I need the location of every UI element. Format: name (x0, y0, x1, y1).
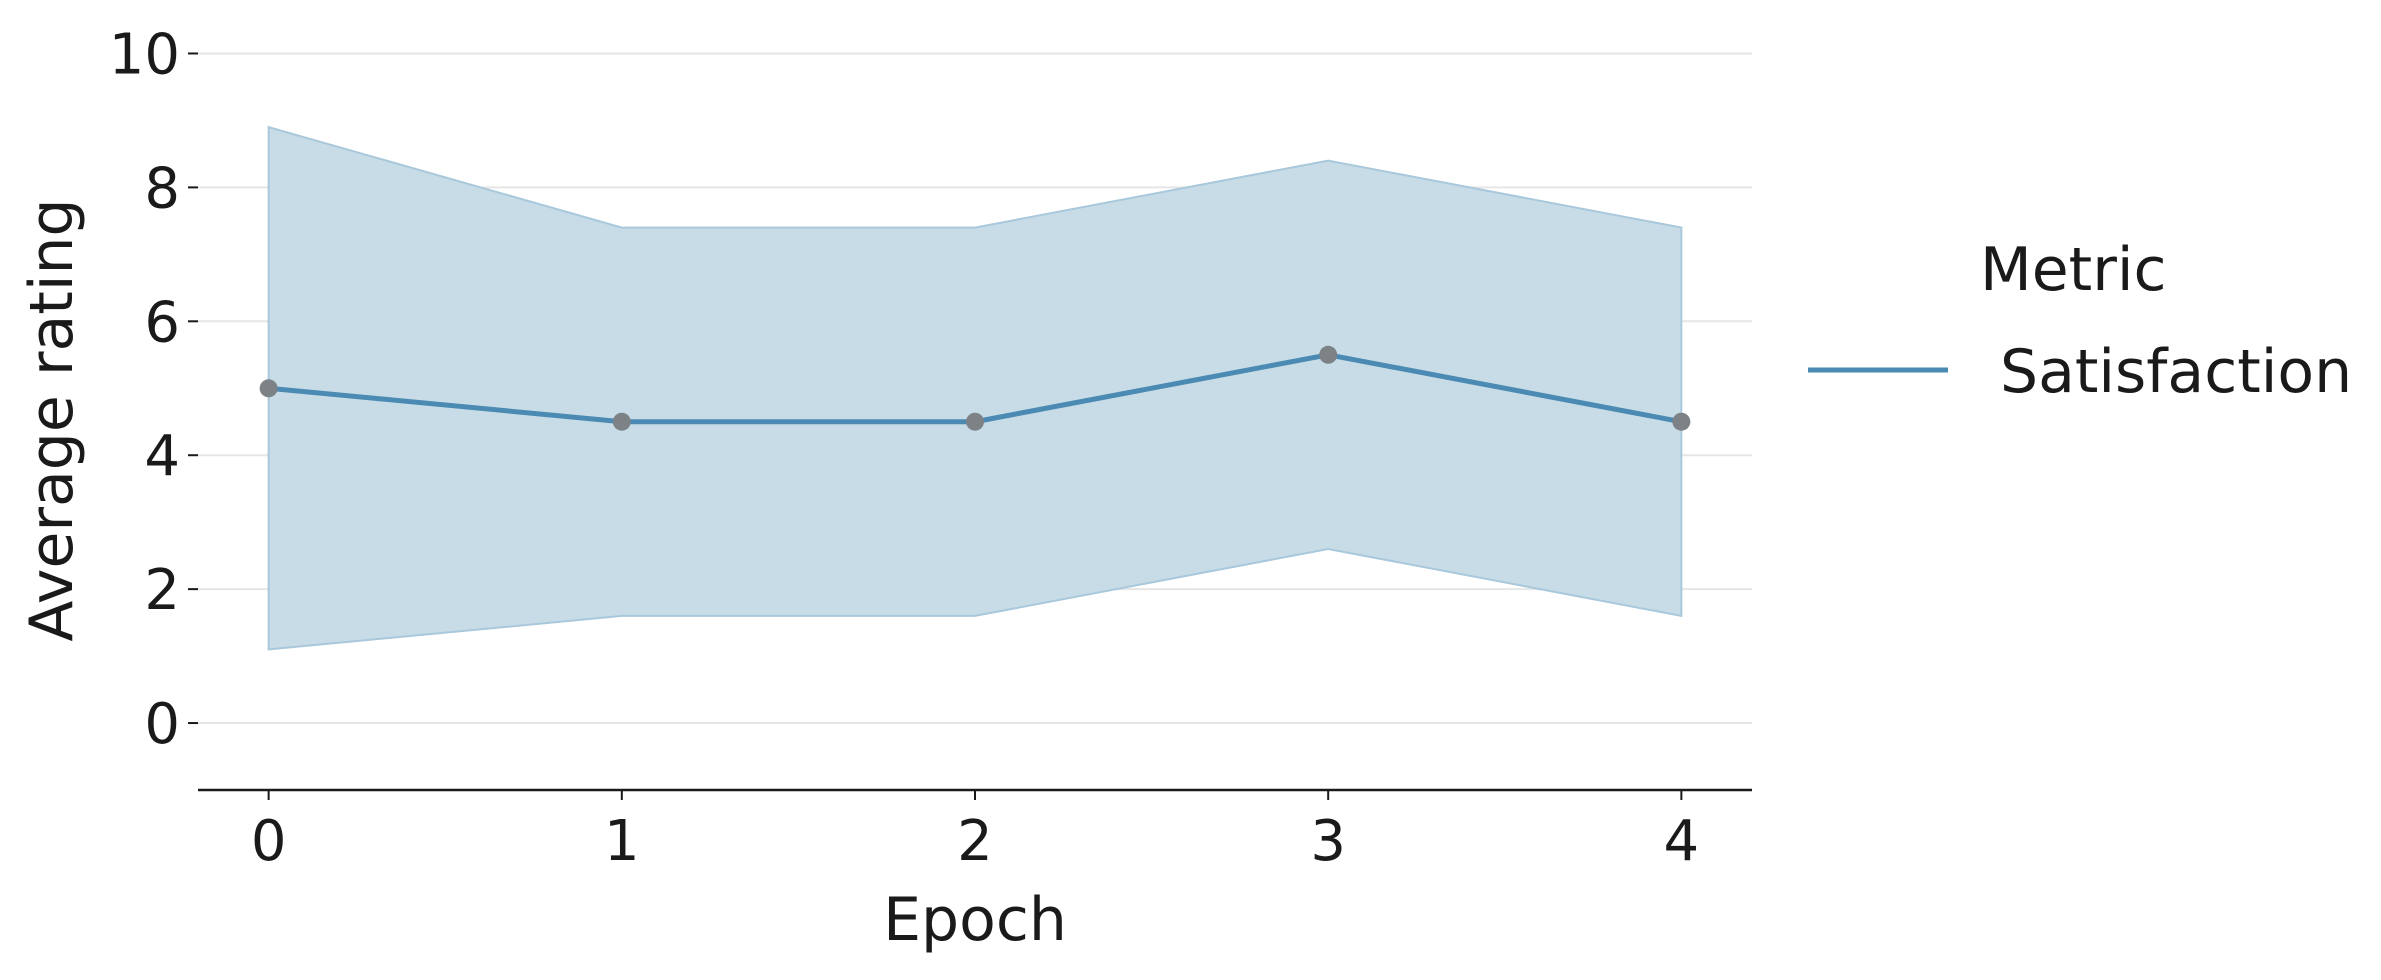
legend: Metric Satisfaction (1808, 235, 2352, 407)
y-axis-ticks: 0 2 4 6 8 10 (109, 22, 198, 757)
y-tick-label-8: 8 (144, 156, 180, 221)
data-point-4 (1672, 412, 1691, 431)
x-axis-ticks: 0 1 2 3 4 (251, 790, 1699, 874)
x-tick-label-3: 3 (1310, 809, 1346, 874)
y-axis-title: Average rating (17, 198, 87, 641)
series-points (259, 345, 1691, 431)
y-tick-label-10: 10 (109, 22, 180, 87)
y-tick-label-4: 4 (144, 424, 180, 489)
x-tick-label-4: 4 (1664, 809, 1700, 874)
data-point-0 (259, 379, 278, 398)
y-tick-label-2: 2 (144, 558, 180, 623)
y-tick-label-6: 6 (144, 290, 180, 355)
legend-label-satisfaction: Satisfaction (2000, 337, 2352, 407)
data-point-1 (612, 412, 631, 431)
x-tick-label-2: 2 (957, 809, 993, 874)
series-band-satisfaction (267, 125, 1683, 651)
x-tick-label-0: 0 (251, 809, 287, 874)
data-point-2 (966, 412, 984, 431)
y-tick-label-0: 0 (144, 692, 180, 757)
x-tick-label-1: 1 (604, 809, 640, 874)
x-axis-title: Epoch (883, 885, 1067, 955)
legend-title: Metric (1980, 235, 2167, 305)
data-point-3 (1319, 345, 1338, 364)
